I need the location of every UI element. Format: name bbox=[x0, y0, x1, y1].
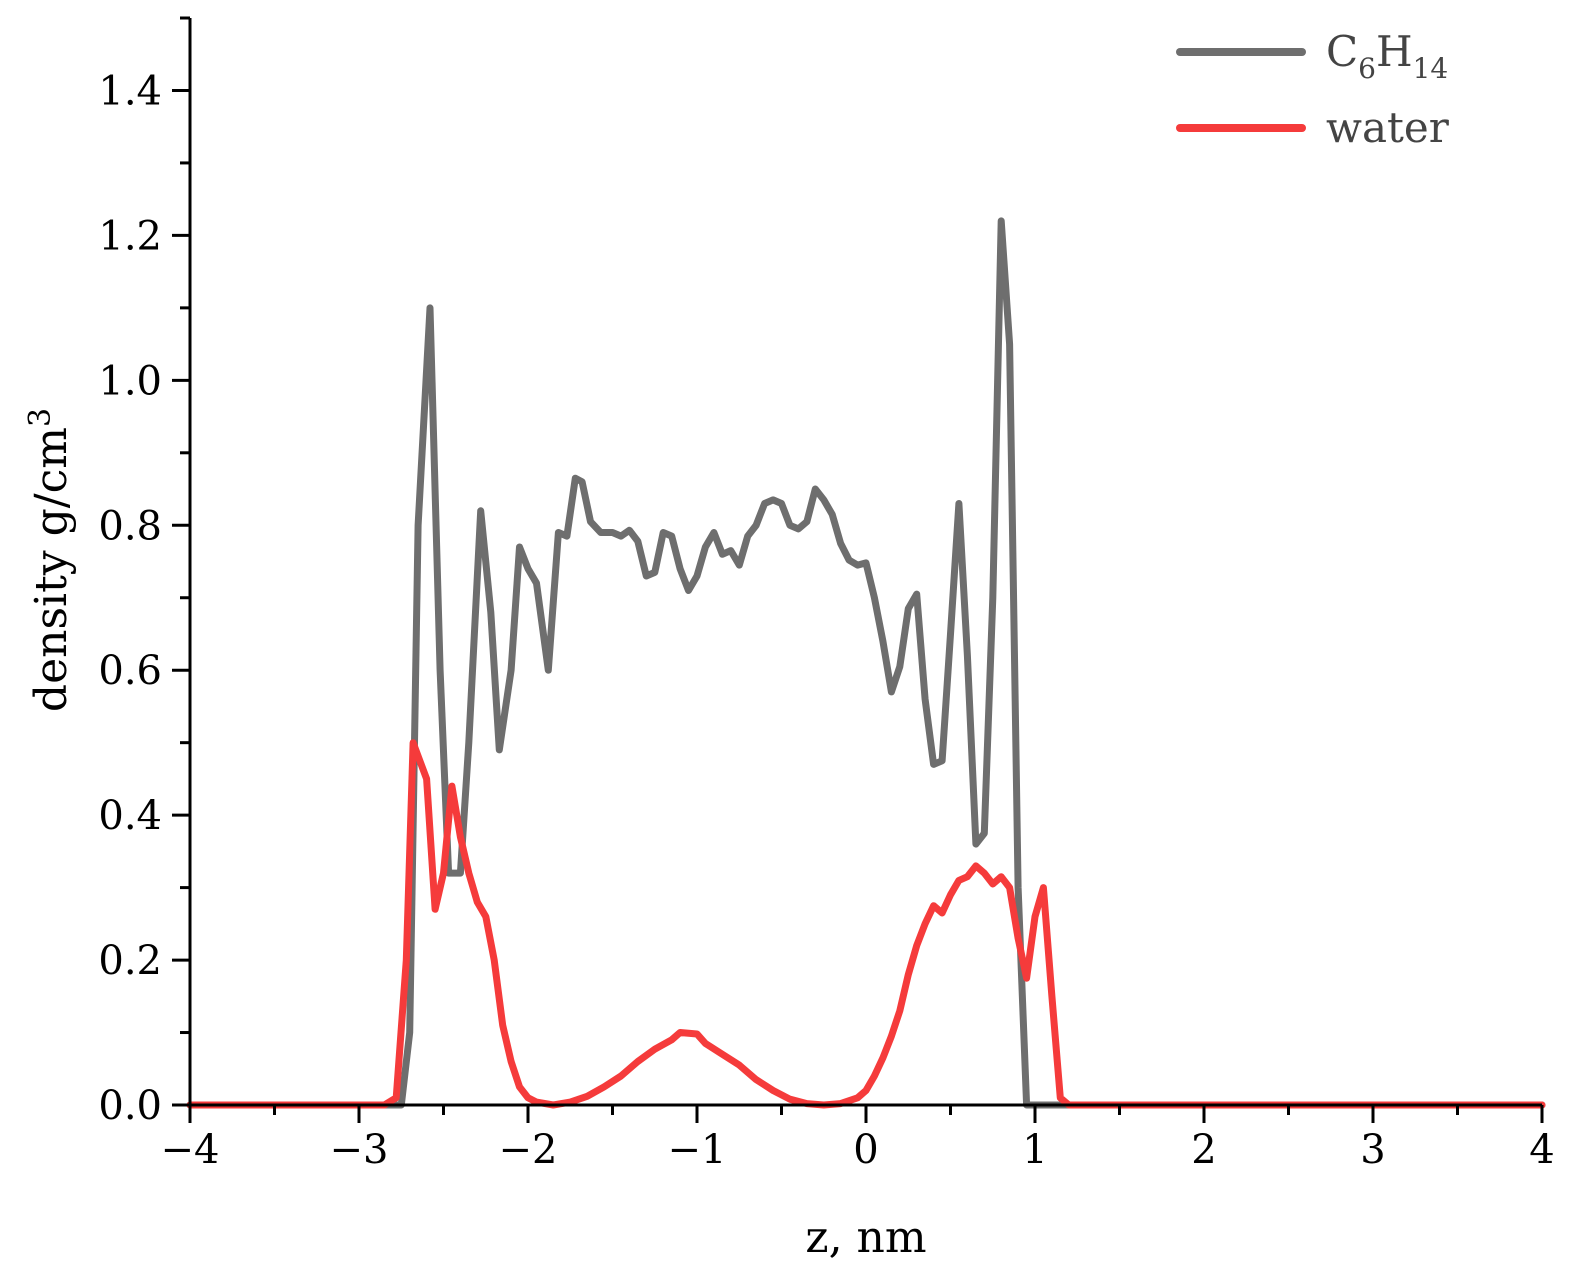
legend-label-0: C6H14 bbox=[1326, 27, 1448, 85]
ticks: −4 −3 −2 −1 0 1 2 3 4 0.0 0.2 0.4 0.6 0.8 1.0 1.2 1.4 bbox=[98, 16, 1555, 1173]
x-axis-title: z, nm bbox=[805, 1212, 926, 1263]
y-axis-title-superscript: 3 bbox=[23, 408, 58, 427]
series-line-1 bbox=[186, 739, 1546, 1109]
x-tick-label: 2 bbox=[1191, 1127, 1216, 1173]
x-tick-label: −4 bbox=[161, 1127, 220, 1173]
y-tick-label: 1.4 bbox=[98, 68, 162, 114]
y-tick-label: 0.0 bbox=[98, 1083, 162, 1129]
x-tick-label: −3 bbox=[330, 1127, 389, 1173]
legend-label-1: water bbox=[1326, 103, 1450, 152]
y-tick-label: 0.6 bbox=[98, 648, 162, 694]
y-tick-label: 1.0 bbox=[98, 358, 162, 404]
y-tick-label: 0.8 bbox=[98, 503, 162, 549]
x-tick-label: −2 bbox=[499, 1127, 558, 1173]
x-tick-label: 0 bbox=[853, 1127, 878, 1173]
y-tick-label: 1.2 bbox=[98, 213, 162, 259]
legend: C6H14 water bbox=[1176, 27, 1450, 152]
y-tick-label: 0.2 bbox=[98, 938, 162, 984]
x-tick-label: 3 bbox=[1360, 1127, 1385, 1173]
x-tick-label: −1 bbox=[668, 1127, 727, 1173]
x-tick-label: 1 bbox=[1022, 1127, 1047, 1173]
plot-lines bbox=[186, 217, 1546, 1109]
x-tick-label: 4 bbox=[1529, 1127, 1554, 1173]
series-line-0 bbox=[186, 217, 1546, 1109]
y-axis-title: density g/cm3 bbox=[23, 408, 77, 712]
y-tick-label: 0.4 bbox=[98, 793, 162, 839]
y-axis-title-text: density g/cm bbox=[26, 427, 77, 712]
